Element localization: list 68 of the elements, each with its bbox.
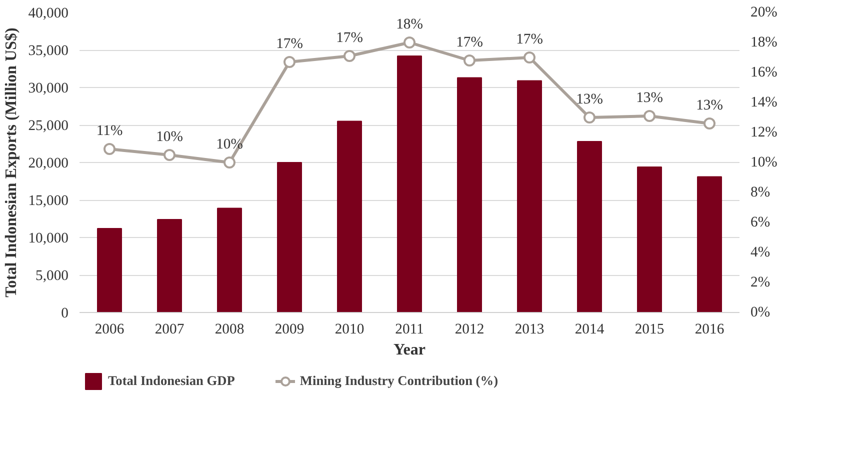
data-label: 10% [156, 129, 183, 145]
point [284, 56, 296, 68]
point [404, 36, 416, 48]
data-label: 17% [516, 32, 543, 48]
y2-tick-label: 20% [750, 4, 778, 20]
y-tick-label: 40,000 [28, 6, 69, 22]
y2-tick-label: 12% [750, 124, 778, 140]
point [584, 112, 596, 124]
x-tick-label: 2009 [274, 322, 304, 338]
data-label: 17% [456, 34, 483, 50]
point [164, 149, 176, 161]
y2-tick-label: 2% [750, 274, 770, 290]
legend-label: Total Indonesian GDP [108, 373, 235, 389]
y2-tick-label: 0% [750, 304, 770, 320]
point [224, 156, 236, 168]
y-tick-label: 35,000 [28, 43, 69, 59]
x-tick-label: 2006 [94, 322, 124, 338]
y2-tick-label: 14% [750, 94, 778, 110]
x-tick-label: 2010 [334, 322, 364, 338]
y-tick-label: 30,000 [28, 80, 69, 96]
x-tick-label: 2014 [574, 322, 605, 338]
y-tick-label: 0 [61, 306, 68, 322]
bar [697, 176, 722, 312]
x-tick-label: 2007 [154, 322, 184, 338]
data-label: 13% [636, 90, 663, 106]
bar [337, 120, 362, 312]
bar [577, 141, 602, 312]
y2-tick-label: 18% [750, 34, 778, 50]
point [104, 143, 116, 155]
bar [157, 219, 182, 312]
data-label: 13% [576, 92, 603, 108]
bar [97, 228, 122, 312]
data-label: 17% [336, 30, 363, 46]
x-tick-label: 2012 [454, 322, 484, 338]
bar [217, 208, 242, 312]
y-tick-label: 10,000 [28, 230, 69, 246]
x-axis-title: Year [394, 342, 426, 358]
bar [277, 162, 302, 312]
point [344, 50, 356, 62]
legend-label: Mining Industry Contribution (%) [300, 373, 498, 389]
y-tick-label: 15,000 [28, 193, 69, 209]
data-label: 18% [396, 16, 423, 32]
y-axis-title: Total Indonesian Exports (Million US$) [3, 28, 20, 298]
point [644, 110, 656, 122]
data-label: 11% [96, 123, 123, 139]
x-tick-label: 2016 [694, 322, 724, 338]
y2-tick-label: 4% [750, 244, 770, 260]
y2-tick-label: 8% [750, 184, 770, 200]
x-tick-label: 2011 [395, 322, 424, 338]
bar [517, 80, 542, 312]
point [464, 54, 476, 66]
x-tick-label: 2013 [514, 322, 544, 338]
y-tick-label: 20,000 [28, 156, 69, 172]
y-tick-label: 5,000 [36, 268, 69, 284]
y2-tick-label: 16% [750, 64, 778, 80]
bar [457, 77, 482, 312]
data-label: 10% [216, 136, 243, 152]
point [704, 118, 716, 130]
y2-tick-label: 6% [750, 214, 770, 230]
bar [637, 166, 662, 312]
point [524, 52, 536, 64]
x-tick-label: 2008 [214, 322, 244, 338]
data-label: 13% [696, 98, 723, 114]
bar [397, 56, 422, 312]
y-tick-label: 25,000 [28, 118, 69, 134]
x-tick-label: 2015 [634, 322, 664, 338]
y2-tick-label: 10% [750, 154, 778, 170]
data-label: 17% [276, 36, 303, 52]
